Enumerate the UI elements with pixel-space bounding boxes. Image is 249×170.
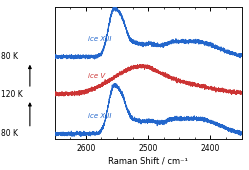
X-axis label: Raman Shift / cm⁻¹: Raman Shift / cm⁻¹ <box>108 156 188 165</box>
Text: ice V: ice V <box>88 73 105 79</box>
Text: ice XIII: ice XIII <box>88 113 111 119</box>
Text: ice XIII: ice XIII <box>88 36 111 42</box>
Text: 80 K: 80 K <box>1 52 18 61</box>
Text: 120 K: 120 K <box>1 90 23 99</box>
Text: 80 K: 80 K <box>1 129 18 138</box>
